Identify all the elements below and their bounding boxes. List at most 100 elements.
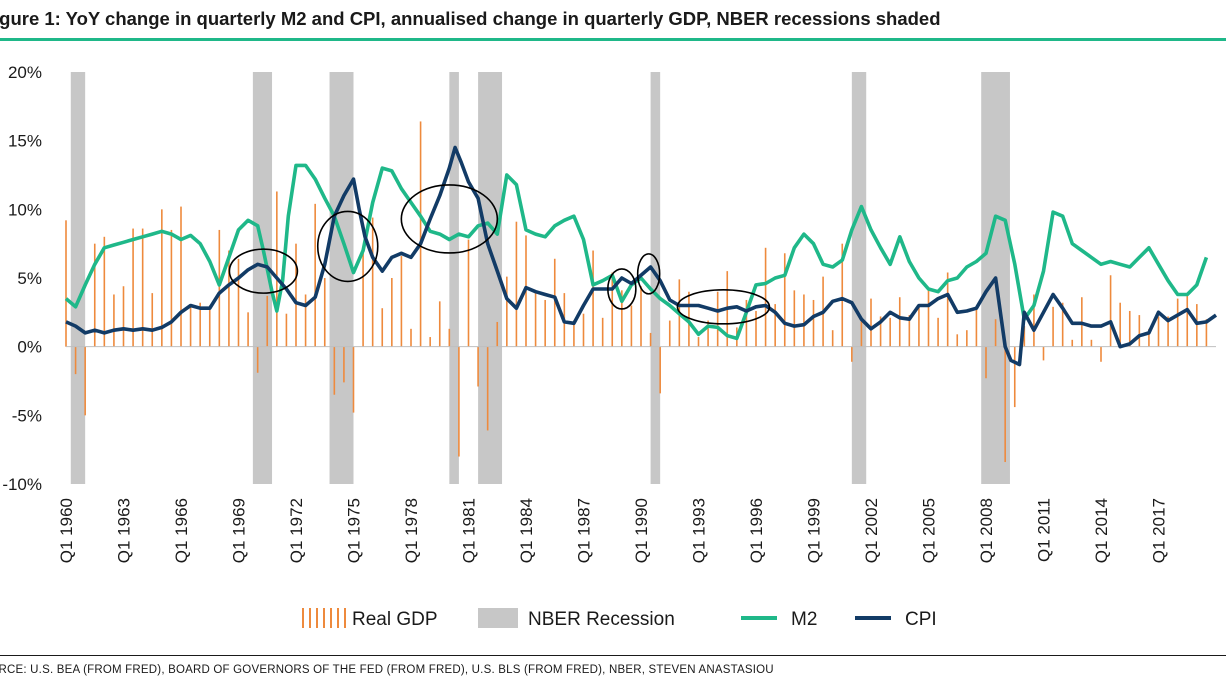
x-tick-label: Q1 2011	[1035, 498, 1054, 562]
gdp-bar	[688, 291, 690, 347]
gdp-bar	[256, 346, 259, 373]
gdp-bar	[659, 346, 661, 394]
y-tick-label: -10%	[2, 475, 42, 494]
gdp-bar	[716, 291, 719, 347]
gdp-bar	[314, 203, 316, 347]
recession-band	[449, 72, 459, 484]
gdp-bar	[1176, 298, 1179, 347]
x-tick-label: Q1 1996	[747, 498, 766, 563]
gdp-bar	[1205, 319, 1208, 347]
gdp-bar	[180, 206, 182, 347]
gdp-bar	[448, 328, 451, 347]
gdp-bar	[1138, 315, 1141, 347]
y-tick-label: 15%	[8, 132, 42, 151]
annotation-ellipse	[636, 253, 661, 295]
gdp-bar	[266, 295, 269, 347]
gdp-bar	[573, 320, 575, 347]
gdp-bar	[870, 298, 872, 347]
gdp-bar	[1004, 346, 1006, 463]
legend-label: CPI	[905, 609, 937, 630]
series-line-m2	[64, 163, 1209, 341]
x-tick-label: Q1 1984	[517, 498, 536, 563]
gdp-bar	[343, 346, 345, 383]
x-tick-label: Q1 1987	[575, 498, 594, 563]
gdp-bar	[966, 330, 968, 347]
series-line-cpi	[65, 145, 1218, 367]
gdp-bar	[841, 243, 844, 347]
y-tick-label: 0%	[17, 338, 42, 357]
gdp-bar	[515, 221, 518, 347]
gdp-bar	[956, 334, 959, 347]
footer-divider	[0, 655, 1226, 656]
recession-bands	[70, 72, 1010, 484]
gdp-bar	[707, 320, 709, 347]
gdp-bar	[285, 313, 288, 347]
x-tick-label: Q1 1978	[402, 498, 421, 563]
x-tick-label: Q1 1966	[172, 498, 191, 563]
gdp-bar	[697, 337, 700, 347]
legend-swatch-real-gdp	[323, 608, 325, 628]
legend-swatch-real-gdp	[337, 608, 339, 628]
annotation-ellipse	[676, 289, 771, 325]
gdp-bar	[74, 346, 77, 375]
gdp-bar	[649, 332, 652, 347]
gdp-bar	[927, 287, 930, 347]
recession-band	[478, 72, 503, 484]
y-axis: 20% 15% 10% 5% 0% -5% -10%	[2, 63, 42, 494]
annotation-ellipse	[316, 210, 379, 283]
gdp-bar	[1090, 339, 1093, 347]
gdp-bar	[1042, 346, 1045, 361]
gdp-bar	[458, 346, 460, 457]
x-tick-label: Q1 1999	[805, 498, 824, 563]
gdp-bar	[1109, 275, 1112, 347]
gdp-bar	[467, 239, 470, 347]
gdp-bar	[1128, 310, 1131, 347]
gdp-bar	[534, 293, 537, 347]
gdp-bar	[247, 312, 249, 347]
gdp-bar	[783, 253, 786, 347]
legend-label: M2	[791, 609, 817, 630]
gdp-bar	[496, 321, 499, 347]
gdp-bar	[362, 251, 364, 347]
gdp-bar	[611, 272, 614, 347]
gdp-bar	[65, 220, 67, 347]
gdp-bar	[1023, 326, 1026, 347]
legend-swatch-real-gdp	[344, 608, 346, 628]
gdp-bar	[1071, 339, 1074, 347]
gdp-bar	[93, 243, 96, 347]
gdp-bar	[937, 317, 939, 347]
x-axis: Q1 1960 Q1 1963 Q1 1966 Q1 1969 Q1 1972 Q1 19…	[57, 498, 1169, 563]
gdp-bar	[132, 228, 134, 347]
y-tick-label: 5%	[17, 269, 42, 288]
gdp-bar	[276, 191, 278, 347]
gdp-bar	[323, 278, 326, 347]
x-tick-label: Q1 1960	[57, 498, 76, 563]
gdp-bar	[831, 330, 834, 347]
gdp-bar	[1148, 328, 1150, 347]
recession-band	[70, 72, 86, 484]
gdp-bar	[755, 310, 757, 347]
chart-area: 20%15%10%5%0%-5%-10% Q1 1960 Q1 1963 Q1 19…	[2, 63, 1218, 630]
y-tick-label: 20%	[8, 63, 42, 82]
gdp-bar	[908, 315, 911, 347]
gdp-bar	[898, 297, 901, 347]
gdp-bar	[122, 286, 125, 347]
recession-band	[252, 72, 273, 484]
gdp-bar	[161, 209, 163, 347]
gdp-bar	[170, 229, 173, 347]
gdp-bar	[621, 290, 623, 347]
gdp-bar	[1013, 346, 1016, 408]
gdp-bar	[985, 346, 987, 379]
legend-label: NBER Recession	[528, 609, 675, 630]
gdp-bar	[745, 299, 748, 347]
legend-swatch-real-gdp	[330, 608, 332, 628]
legend-label: Real GDP	[352, 609, 438, 630]
y-tick-label: -5%	[12, 406, 42, 425]
source-note: URCE: U.S. BEA (FROM FRED), BOARD OF GOV…	[0, 664, 774, 676]
x-tick-label: Q1 1993	[690, 498, 709, 563]
gdp-bar	[352, 346, 355, 413]
gdp-bar	[304, 294, 307, 347]
gdp-bar	[553, 258, 556, 347]
legend: Real GDP NBER Recession M2 CPI	[302, 608, 937, 630]
gdp-bar	[228, 250, 230, 347]
